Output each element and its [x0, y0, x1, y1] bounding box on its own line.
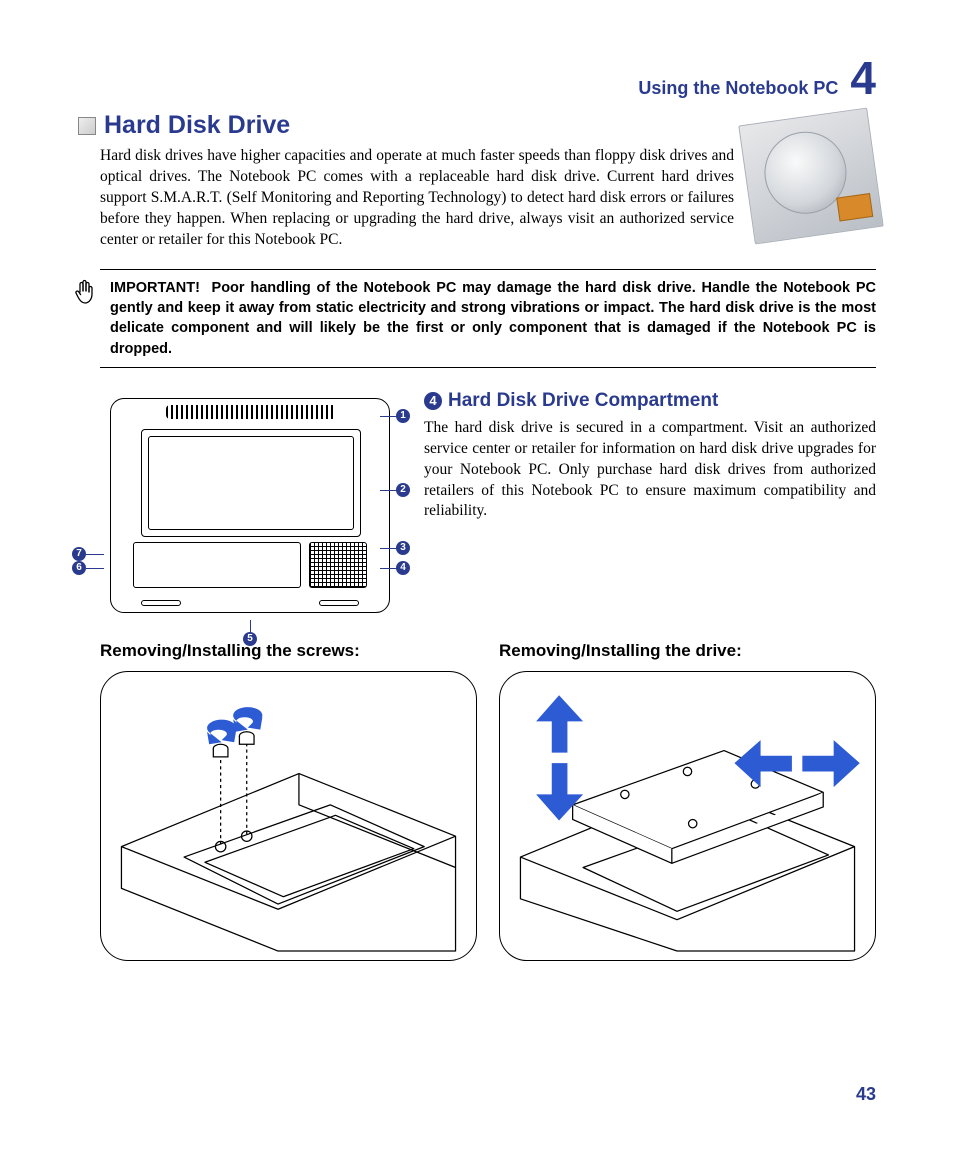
running-header: Using the Notebook PC 4 — [100, 55, 876, 101]
page-number: 43 — [856, 1084, 876, 1105]
diagram-callout: 4 — [396, 561, 410, 575]
diagram-callout: 7 — [72, 547, 86, 561]
chapter-number: 4 — [850, 55, 876, 101]
screws-heading: Removing/Installing the screws: — [100, 641, 477, 661]
important-callout: IMPORTANT! Poor handling of the Notebook… — [100, 269, 876, 368]
intro-block: Hard disk drives have higher capacities … — [100, 146, 876, 251]
drive-svg — [510, 690, 865, 961]
diagram-callout: 1 — [396, 409, 410, 423]
important-body: Poor handling of the Notebook PC may dam… — [110, 280, 876, 357]
drive-heading: Removing/Installing the drive: — [499, 641, 876, 661]
section-title: Hard Disk Drive — [104, 111, 290, 140]
compartment-heading: Hard Disk Drive Compartment — [448, 390, 718, 412]
diagram-callout: 2 — [396, 483, 410, 497]
laptop-bottom-outline — [110, 398, 390, 613]
diagram-callout: 5 — [243, 632, 257, 646]
drive-illustration — [499, 671, 876, 961]
diagram-callout: 6 — [72, 561, 86, 575]
diagram-callout: 3 — [396, 541, 410, 555]
compartment-text: The hard disk drive is secured in a comp… — [424, 418, 876, 523]
important-text: IMPORTANT! Poor handling of the Notebook… — [110, 278, 876, 359]
hdd-icon — [78, 117, 96, 135]
screws-illustration — [100, 671, 477, 961]
important-label: IMPORTANT! — [110, 280, 200, 296]
bottom-view-diagram: 1 2 3 4 5 6 7 — [100, 390, 400, 613]
compartment-badge: 4 — [424, 392, 442, 410]
compartment-heading-row: 4 Hard Disk Drive Compartment — [424, 390, 876, 412]
screws-svg — [111, 690, 466, 961]
hand-icon — [70, 278, 100, 359]
hdd-photo — [738, 108, 883, 245]
running-title: Using the Notebook PC — [638, 78, 838, 99]
